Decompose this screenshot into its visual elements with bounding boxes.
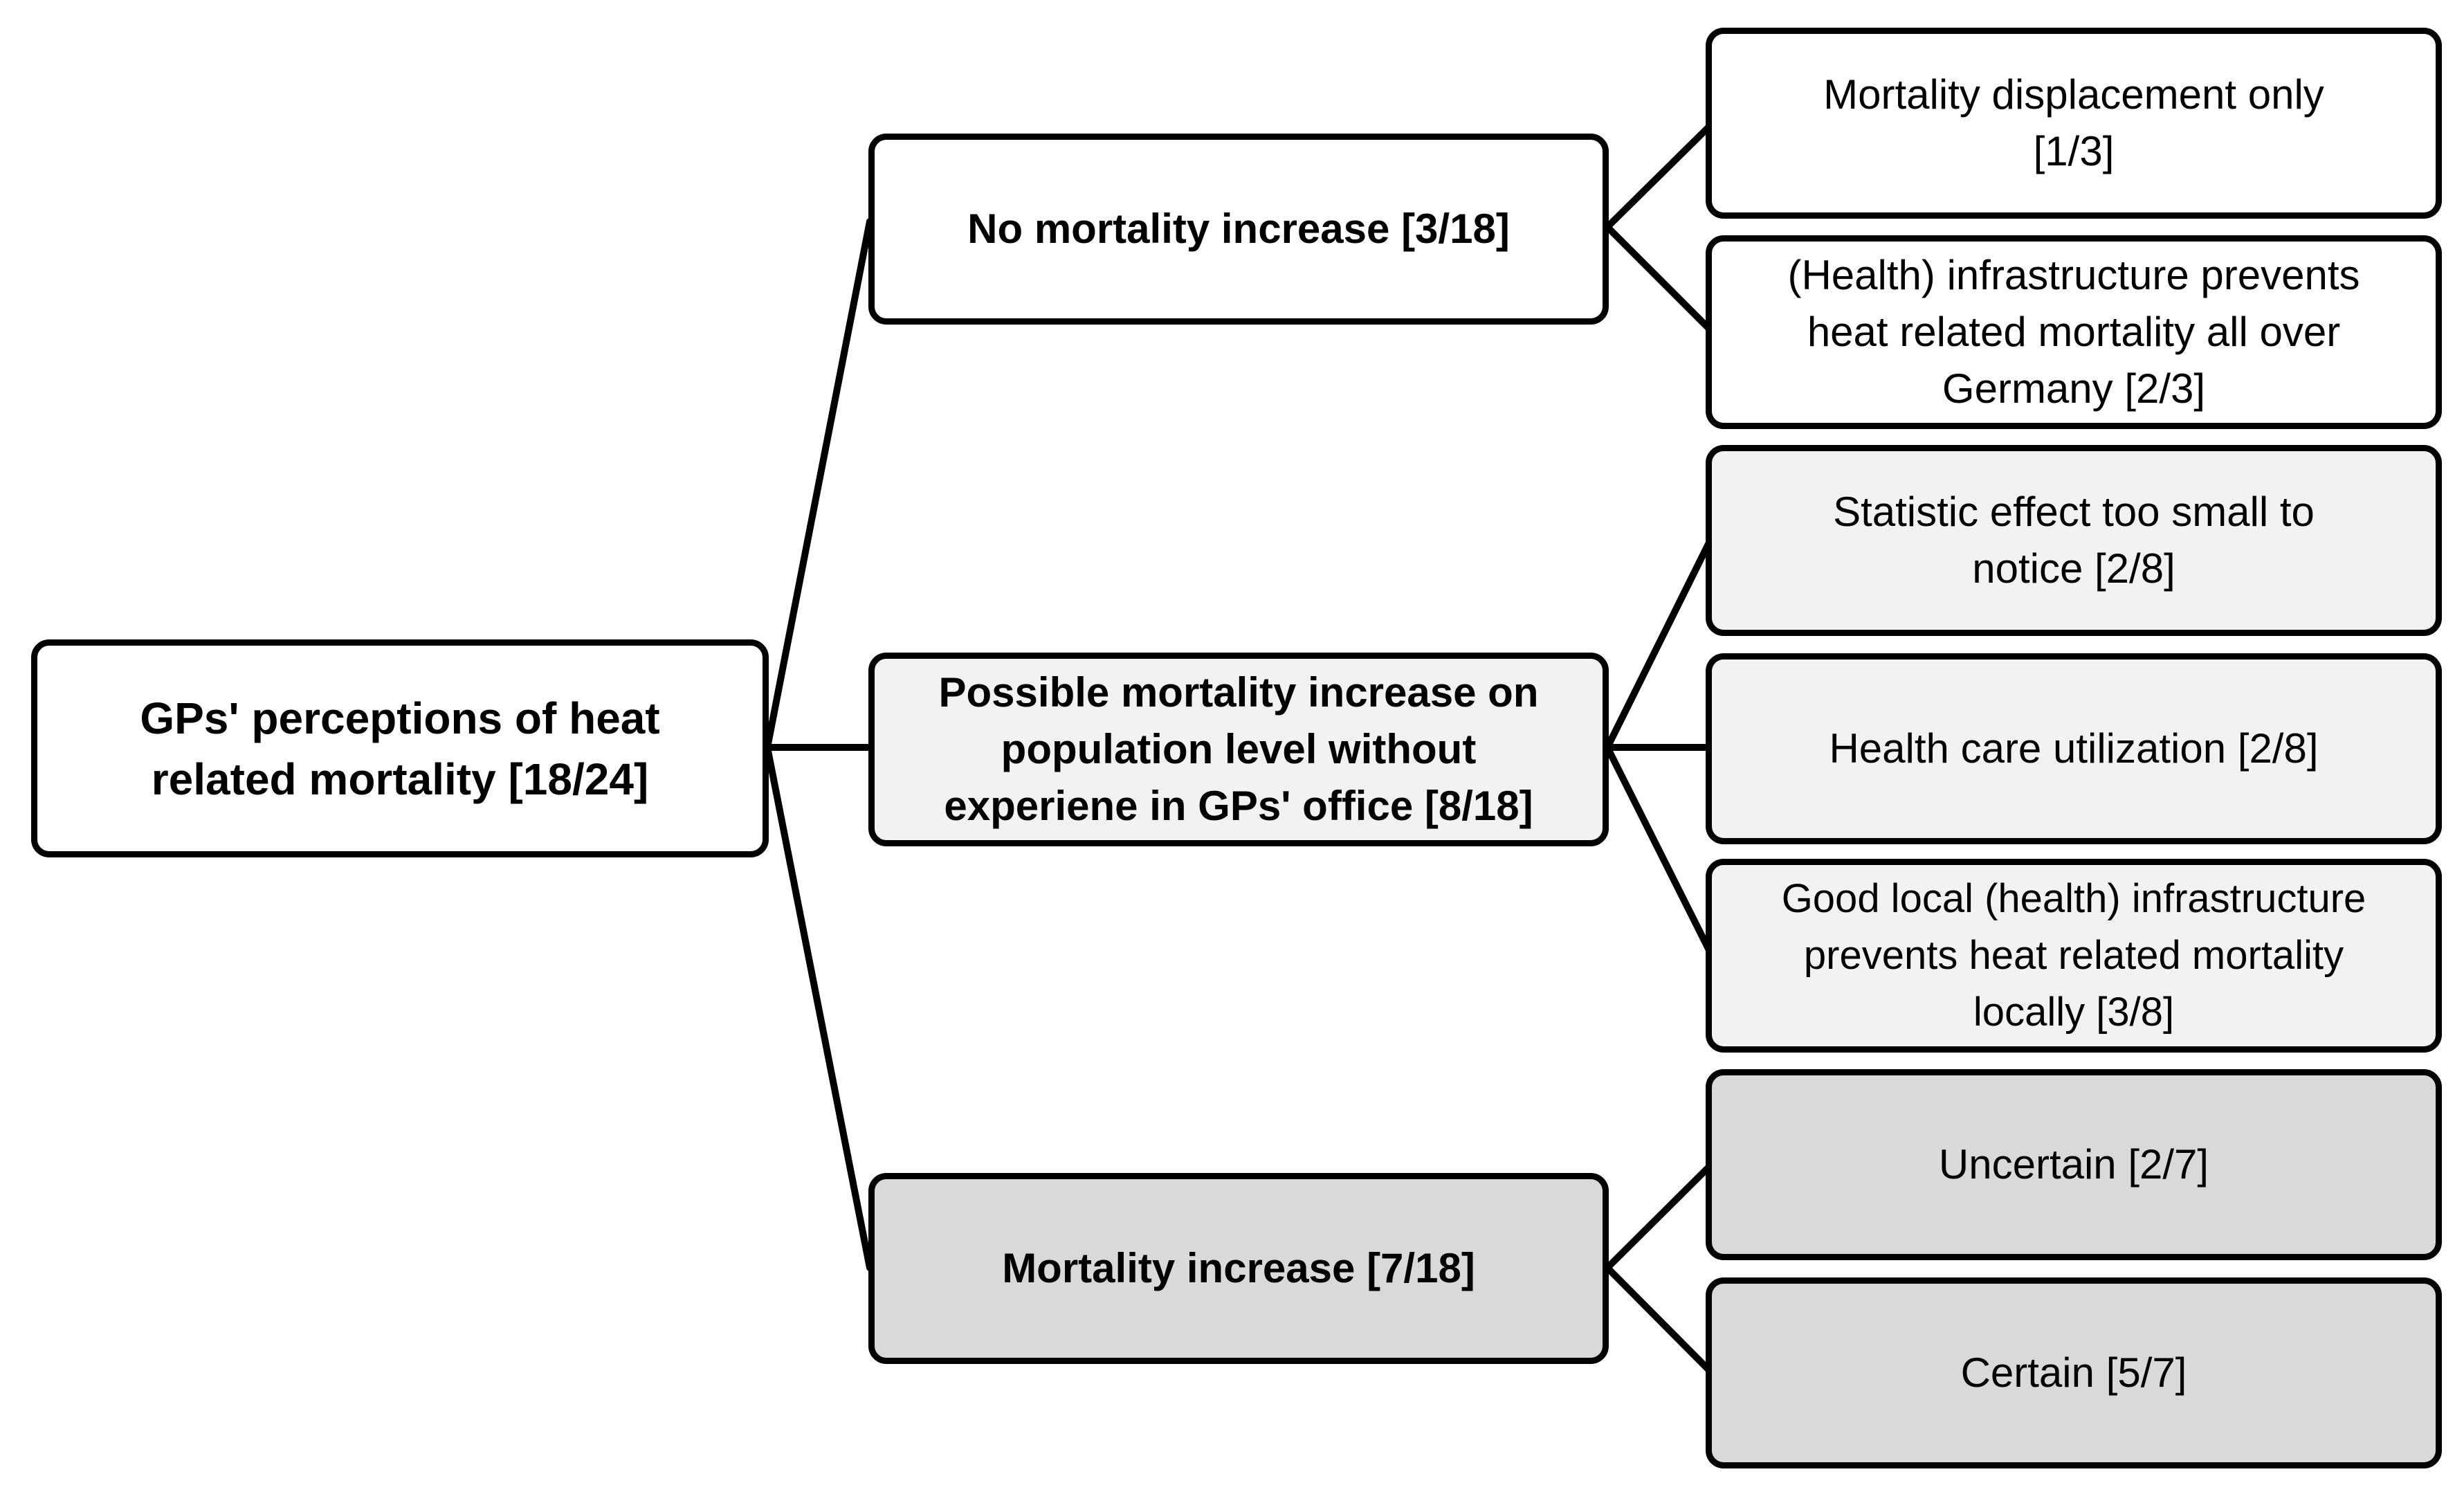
leaf-mortality-displacement: Mortality displacement only [1/3] [1706,28,2442,219]
connector-no-increase-to-displacement [1604,122,1714,230]
connector-possible-to-statistic [1604,536,1714,751]
leaf-health-infrastructure-germany: (Health) infrastructure prevents heat re… [1706,235,2442,429]
branch-mortality-increase: Mortality increase [7/18] [868,1173,1609,1364]
leaf-health-care-utilization: Health care utilization [2/8] [1706,653,2442,844]
connector-possible-to-local-infrastructure [1604,744,1714,956]
leaf-good-local-infrastructure: Good local (health) infrastructure preve… [1706,859,2442,1053]
connector-root-to-no-increase [764,218,873,751]
leaf-certain: Certain [5/7] [1706,1277,2442,1468]
branch-possible-mortality-increase: Possible mortality increase on populatio… [868,653,1609,846]
branch-no-mortality-increase: No mortality increase [3/18] [868,134,1609,325]
connector-increase-to-uncertain [1604,1162,1714,1271]
root-node: GPs' perceptions of heat related mortali… [31,639,769,857]
connector-root-to-mortality-increase [764,744,873,1271]
connector-increase-to-certain [1604,1264,1714,1375]
leaf-statistic-effect: Statistic effect too small to notice [2/… [1706,445,2442,636]
connector-no-increase-to-infrastructure [1604,224,1714,334]
leaf-uncertain: Uncertain [2/7] [1706,1069,2442,1260]
